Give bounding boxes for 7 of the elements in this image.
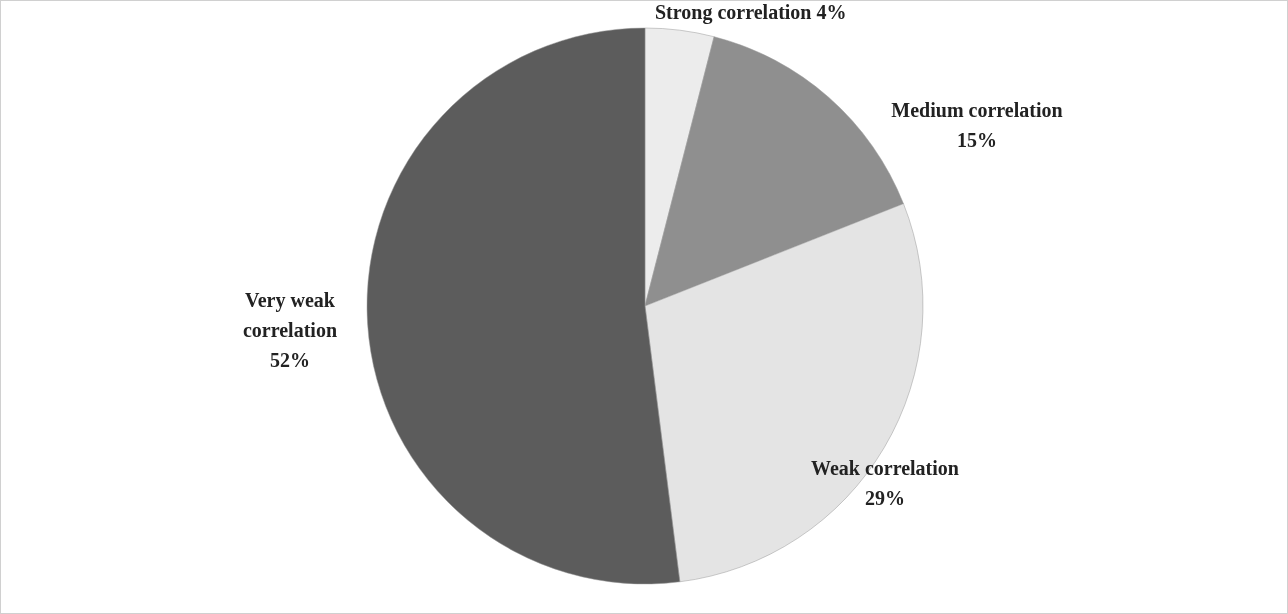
slice-label: Medium correlation (891, 99, 1063, 121)
data-label: 29% (865, 487, 905, 509)
slice-label: Weak correlation (811, 457, 959, 479)
data-label: 15% (957, 129, 997, 151)
slice-label: Very weak correlation (242, 289, 338, 341)
slice-label: Strong correlation 4% (655, 1, 847, 24)
data-label: 52% (270, 349, 310, 371)
